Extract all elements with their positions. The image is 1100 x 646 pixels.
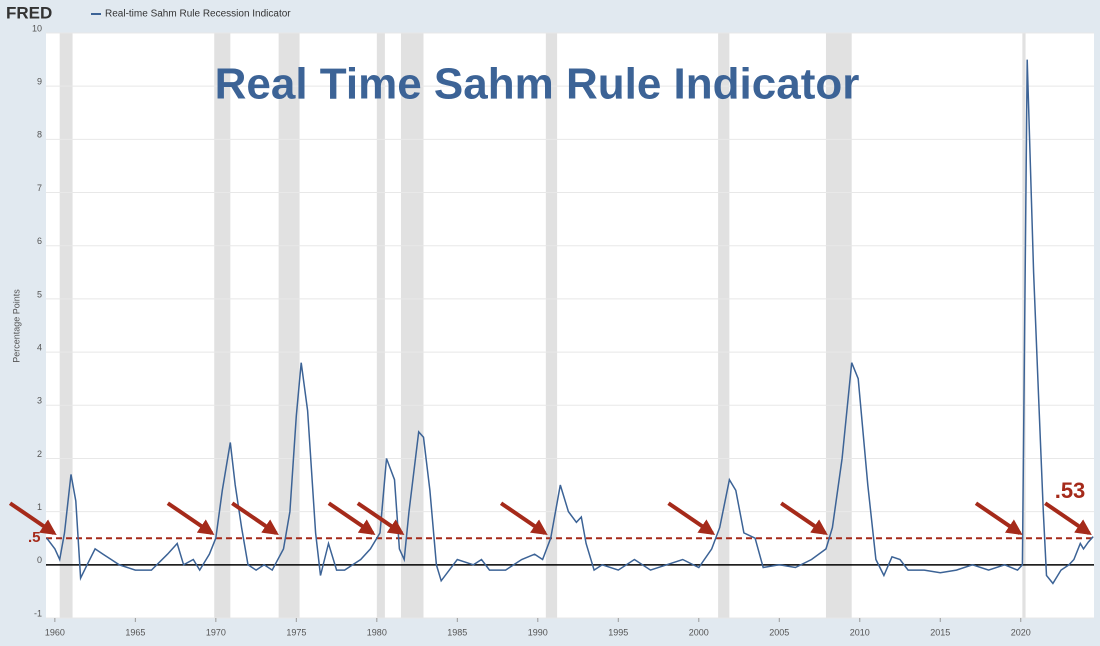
y-tick-label: 6 <box>37 236 42 246</box>
arrow <box>166 501 215 536</box>
y-tick-label: 3 <box>37 396 42 406</box>
x-tick-label: 1970 <box>206 627 226 637</box>
y-tick-label: 10 <box>32 23 42 33</box>
y-tick-label: 5 <box>37 289 42 299</box>
y-axis-label: Percentage Points <box>11 289 21 363</box>
y-tick-label: 1 <box>37 502 42 512</box>
x-tick-label: 1990 <box>528 627 548 637</box>
x-tick-label: 1995 <box>608 627 628 637</box>
arrow <box>780 501 828 536</box>
x-tick-label: 2000 <box>689 627 709 637</box>
x-tick-label: 1965 <box>125 627 145 637</box>
x-tick-label: 1975 <box>286 627 306 637</box>
x-tick-label: 1960 <box>45 627 65 637</box>
threshold-label: .5 <box>28 529 41 546</box>
arrow <box>974 501 1023 536</box>
x-tick-label: 2005 <box>769 627 789 637</box>
x-tick-label: 2015 <box>930 627 950 637</box>
x-tick-label: 2020 <box>1011 627 1031 637</box>
recession-band <box>545 33 558 618</box>
plot-area <box>46 33 1094 618</box>
recession-band <box>59 33 73 618</box>
y-tick-label: 4 <box>37 342 42 352</box>
y-tick-label: 8 <box>37 130 42 140</box>
arrow <box>8 501 57 536</box>
y-tick-label: 0 <box>37 555 42 565</box>
y-tick-label: 9 <box>37 77 42 87</box>
recession-band <box>825 33 852 618</box>
arrow <box>356 501 405 536</box>
x-tick-label: 1980 <box>367 627 387 637</box>
y-tick-label: 7 <box>37 183 42 193</box>
x-tick-label: 2010 <box>850 627 870 637</box>
recession-band <box>718 33 730 618</box>
arrow <box>231 501 279 536</box>
last-value-label: .53 <box>1055 478 1086 503</box>
y-tick-label: -1 <box>34 608 42 618</box>
recession-band <box>278 33 300 618</box>
arrow <box>1044 501 1092 536</box>
arrow <box>499 501 548 536</box>
arrow <box>327 501 376 536</box>
brand: FRED <box>6 3 52 22</box>
x-tick-label: 1985 <box>447 627 467 637</box>
recession-band <box>400 33 424 618</box>
arrow <box>667 501 716 536</box>
recession-band <box>376 33 385 618</box>
y-tick-label: 2 <box>37 449 42 459</box>
recession-band <box>214 33 231 618</box>
series-line <box>46 59 1094 585</box>
chart-title: Real Time Sahm Rule Indicator <box>215 60 860 109</box>
legend-entry: Real-time Sahm Rule Recession Indicator <box>105 9 291 20</box>
